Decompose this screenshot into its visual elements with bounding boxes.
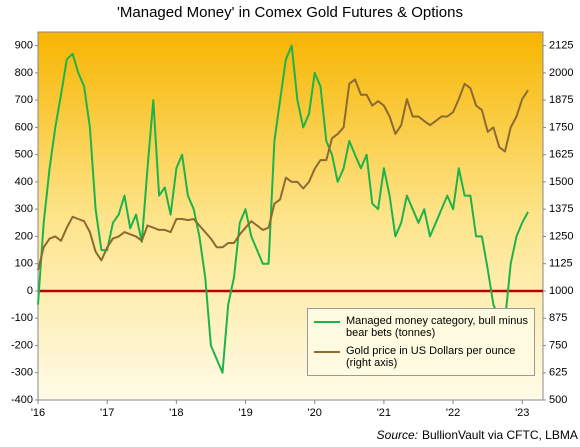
y-tick-label: 700 (15, 94, 33, 106)
x-tick-label: '22 (446, 407, 460, 419)
legend-item: Gold price in US Dollars per ounce (righ… (314, 345, 528, 369)
x-tick-label: '21 (377, 407, 391, 419)
y2-tick-label: 2000 (549, 67, 573, 79)
y2-tick-label: 1375 (549, 203, 573, 215)
y-tick-label: 300 (15, 203, 33, 215)
y2-tick-label: 2125 (549, 40, 573, 52)
legend-label: Gold price in US Dollars per ounce (righ… (346, 345, 516, 369)
x-tick-label: '23 (515, 407, 529, 419)
source: BullionVault via CFTC, LBMA (422, 428, 578, 442)
y2-tick-label: 1625 (549, 149, 573, 161)
chart-title: 'Managed Money' in Comex Gold Futures & … (117, 4, 463, 21)
y-tick-label: -300 (11, 367, 33, 379)
y2-tick-label: 1250 (549, 230, 573, 242)
y-tick-label: 500 (15, 149, 33, 161)
y2-tick-label: 875 (549, 312, 567, 324)
x-tick-label: '16 (31, 407, 45, 419)
x-tick-label: '20 (308, 407, 322, 419)
series-line (37, 44, 529, 374)
y2-tick-label: 1875 (549, 94, 573, 106)
y2-tick-label: 1500 (549, 176, 573, 188)
y2-tick-label: 500 (549, 394, 567, 406)
source-label: Source: (377, 428, 418, 442)
y2-tick-label: 1125 (549, 258, 573, 270)
legend-item: Managed money category, bull minus bear … (314, 315, 528, 339)
y-tick-label: 0 (27, 285, 33, 297)
y-tick-label: -200 (11, 339, 33, 351)
legend-label: Managed money category, bull minus bear … (346, 315, 529, 339)
y-tick-label: 900 (15, 40, 33, 52)
y2-tick-label: 1750 (549, 121, 573, 133)
y2-tick-label: 1000 (549, 285, 573, 297)
y-tick-label: -100 (11, 312, 33, 324)
y-tick-label: 200 (15, 230, 33, 242)
y-tick-label: 400 (15, 176, 33, 188)
legend-swatch (314, 321, 340, 323)
legend: Managed money category, bull minus bear … (307, 308, 535, 376)
y-tick-label: 600 (15, 121, 33, 133)
x-tick-label: '18 (169, 407, 183, 419)
y-tick-label: 800 (15, 67, 33, 79)
y2-tick-label: 750 (549, 339, 567, 351)
y-tick-label: -400 (11, 394, 33, 406)
x-tick-label: '17 (100, 407, 114, 419)
series-line (37, 78, 529, 271)
y2-tick-label: 625 (549, 367, 567, 379)
y-tick-label: 100 (15, 258, 33, 270)
x-tick-label: '19 (238, 407, 252, 419)
legend-swatch (314, 351, 340, 353)
